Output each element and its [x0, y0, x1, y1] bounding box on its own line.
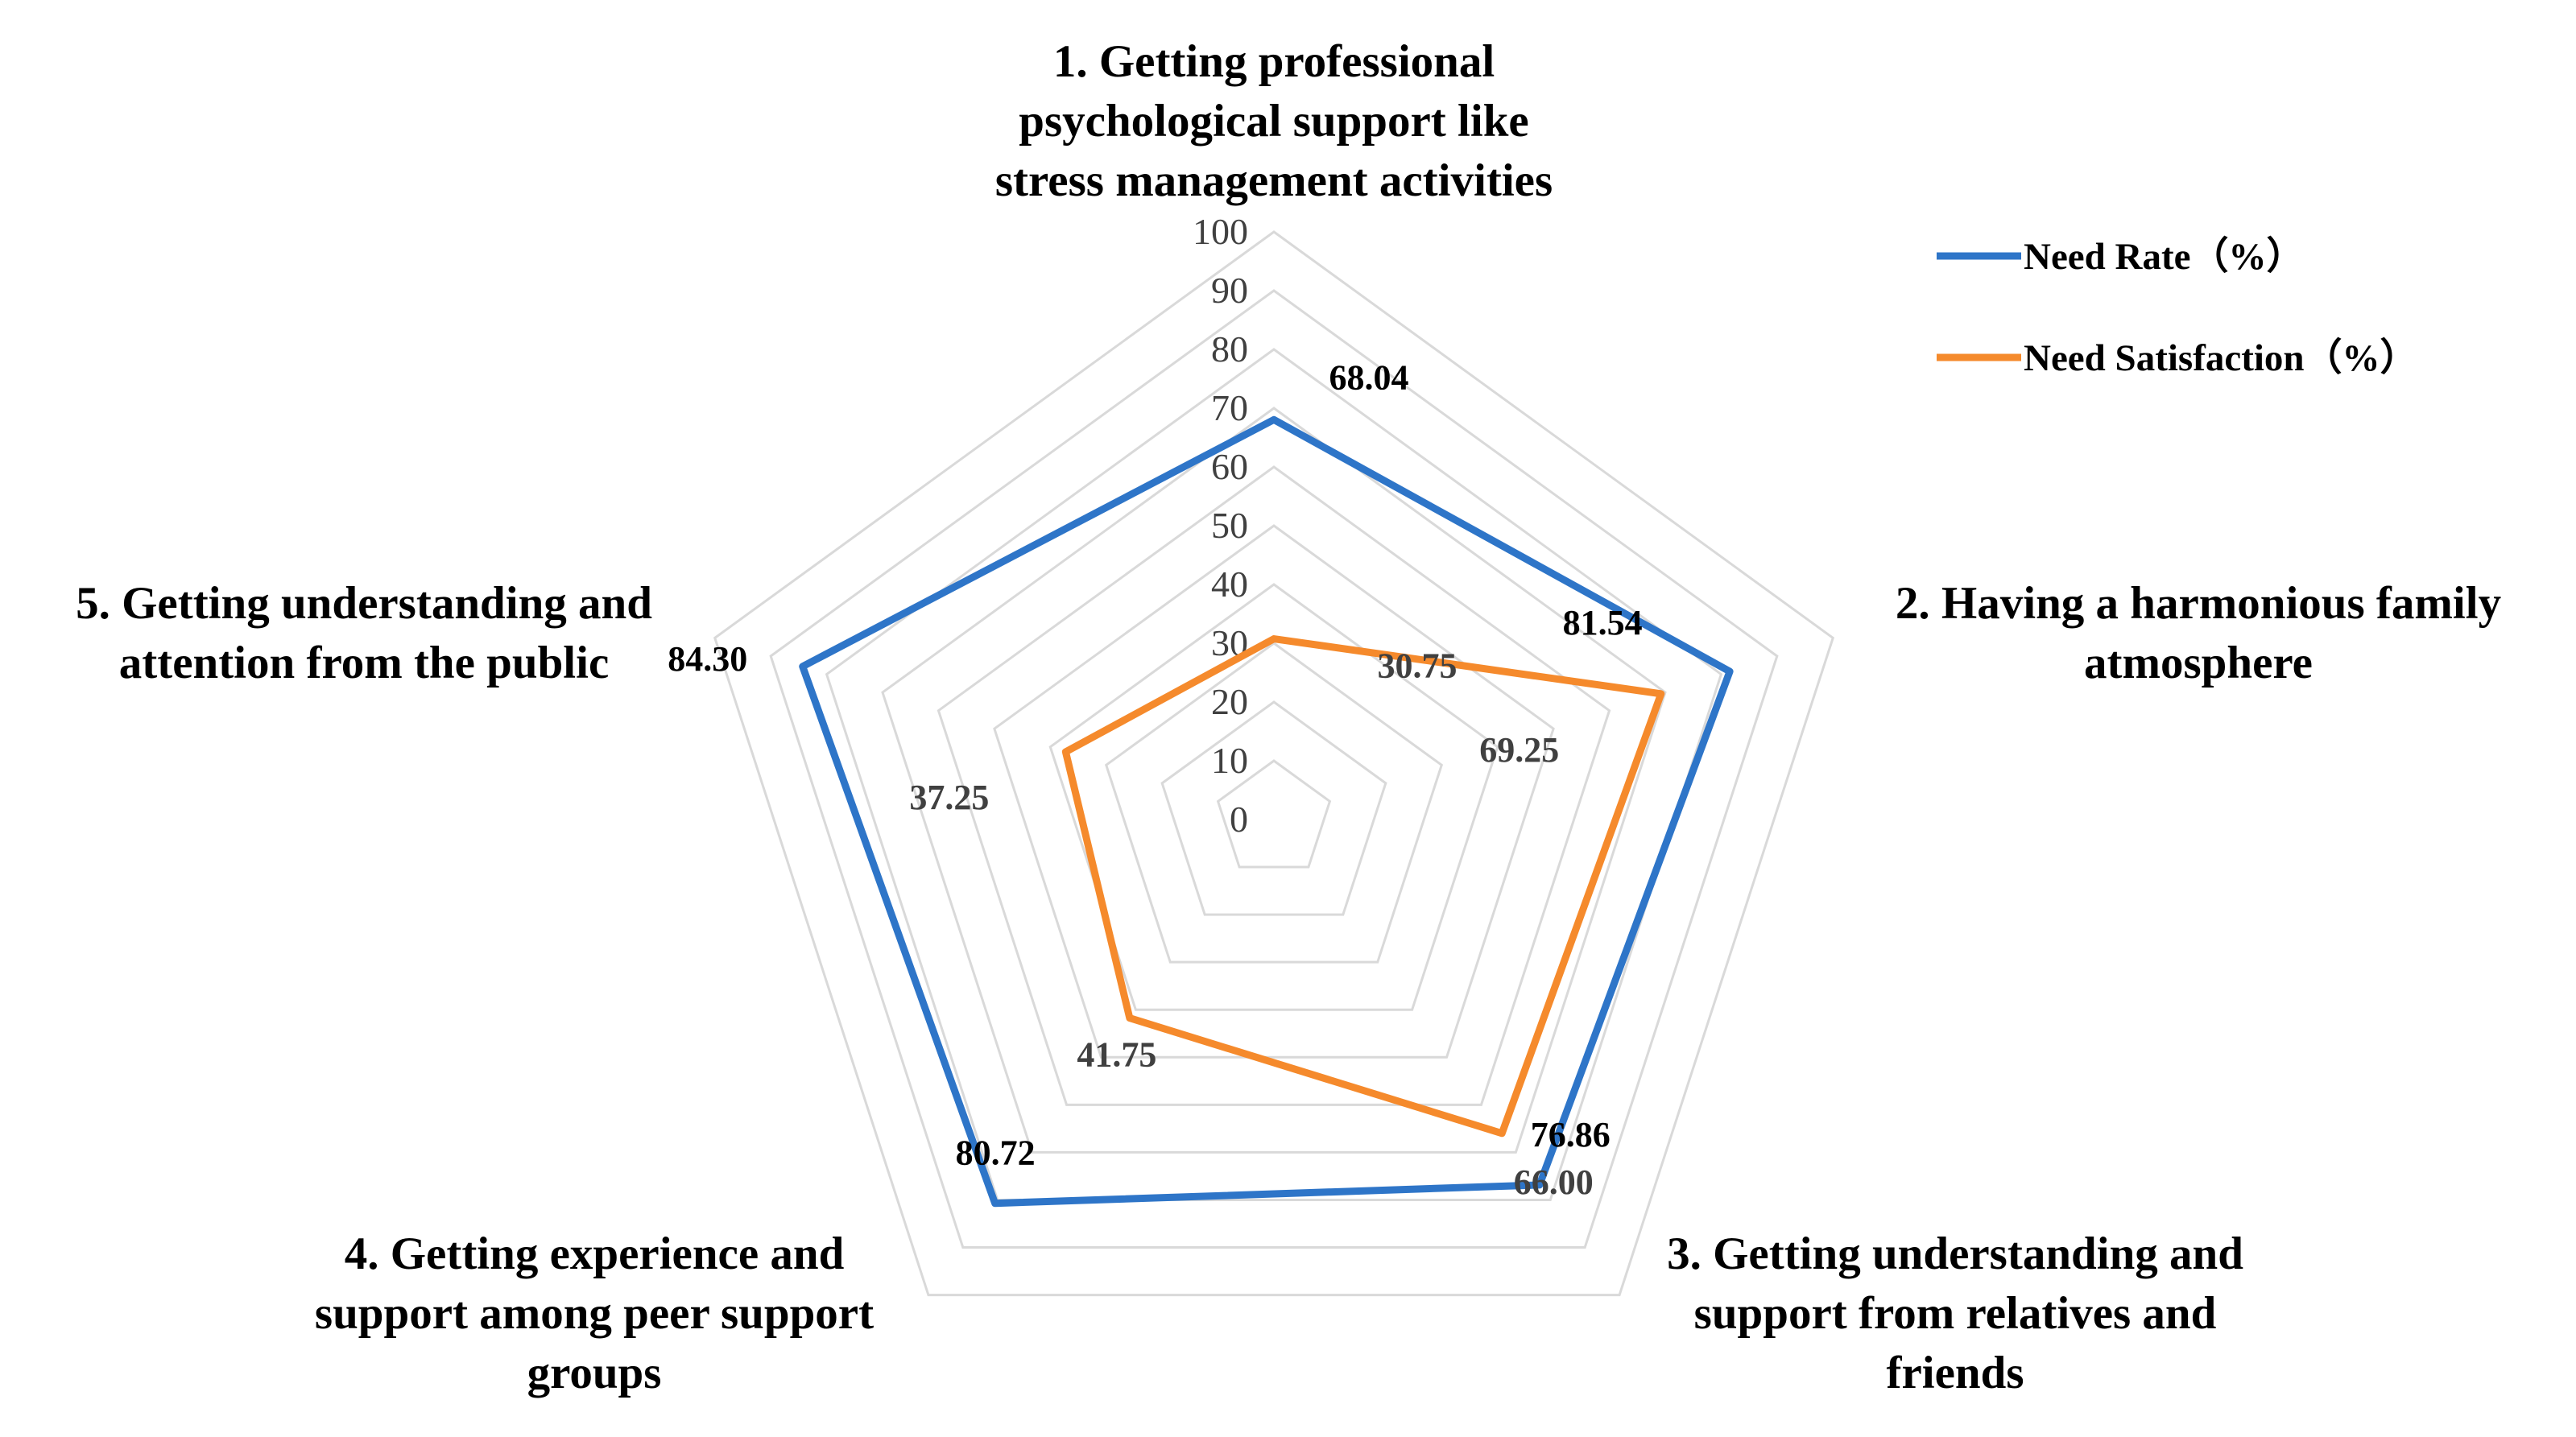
value-label-s1-c5: 37.25: [909, 778, 989, 817]
radar-grid: [713, 230, 1835, 1297]
tick-label-80: 80: [1211, 328, 1248, 370]
tick-label-40: 40: [1211, 564, 1248, 605]
tick-label-70: 70: [1211, 387, 1248, 428]
grid-ring-7: [881, 407, 1667, 1154]
tick-label-90: 90: [1211, 270, 1248, 311]
category-label-4: 4. Getting experience and support among p…: [315, 1228, 874, 1398]
grid-ring-6: [937, 465, 1611, 1106]
value-label-s0-c4: 80.72: [956, 1133, 1036, 1173]
tick-label-100: 100: [1193, 211, 1248, 252]
tick-label-10: 10: [1211, 740, 1248, 781]
legend-label-0: Need Rate（%）: [2024, 236, 2305, 278]
grid-ring-3: [1104, 642, 1444, 964]
value-label-s0-c1: 68.04: [1329, 357, 1409, 397]
grid-ring-4: [1048, 583, 1499, 1011]
legend-label-1: Need Satisfaction（%）: [2024, 337, 2418, 379]
category-labels: 1. Getting professional psychological sup…: [76, 36, 2501, 1398]
value-label-s1-c2: 69.25: [1479, 730, 1559, 770]
series-layer: [799, 415, 1734, 1208]
tick-label-0: 0: [1230, 799, 1248, 840]
value-label-s0-c5: 84.30: [668, 639, 747, 679]
value-label-s1-c1: 30.75: [1378, 646, 1458, 686]
category-label-2: 2. Having a harmonious family atmosphere: [1896, 578, 2501, 688]
category-label-5: 5. Getting understanding and attention fr…: [76, 578, 652, 688]
grid-ring-1: [1216, 759, 1332, 869]
grid-ring-10: [713, 230, 1835, 1297]
value-label-s0-c3: 76.86: [1531, 1115, 1611, 1154]
value-label-s0-c2: 81.54: [1563, 603, 1643, 642]
value-label-s1-c4: 41.75: [1077, 1035, 1156, 1075]
tick-label-50: 50: [1211, 505, 1248, 546]
grid-ring-9: [769, 289, 1779, 1249]
series-line-1: [1061, 635, 1665, 1138]
value-label-s1-c3: 66.00: [1514, 1162, 1594, 1202]
series-line-0: [799, 415, 1734, 1208]
category-label-3: 3. Getting understanding and support from…: [1667, 1228, 2243, 1398]
legend: Need Rate（%） Need Satisfaction（%）: [1937, 236, 2418, 379]
tick-label-20: 20: [1211, 681, 1248, 722]
grid-ring-8: [825, 348, 1723, 1201]
grid-ring-2: [1160, 700, 1387, 916]
category-label-1: 1. Getting professional psychological sup…: [995, 36, 1553, 206]
grid-ring-5: [993, 524, 1555, 1059]
value-labels: 68.04 81.54 76.86 80.72 84.30 30.75 69.25 66.00…: [668, 357, 1642, 1201]
